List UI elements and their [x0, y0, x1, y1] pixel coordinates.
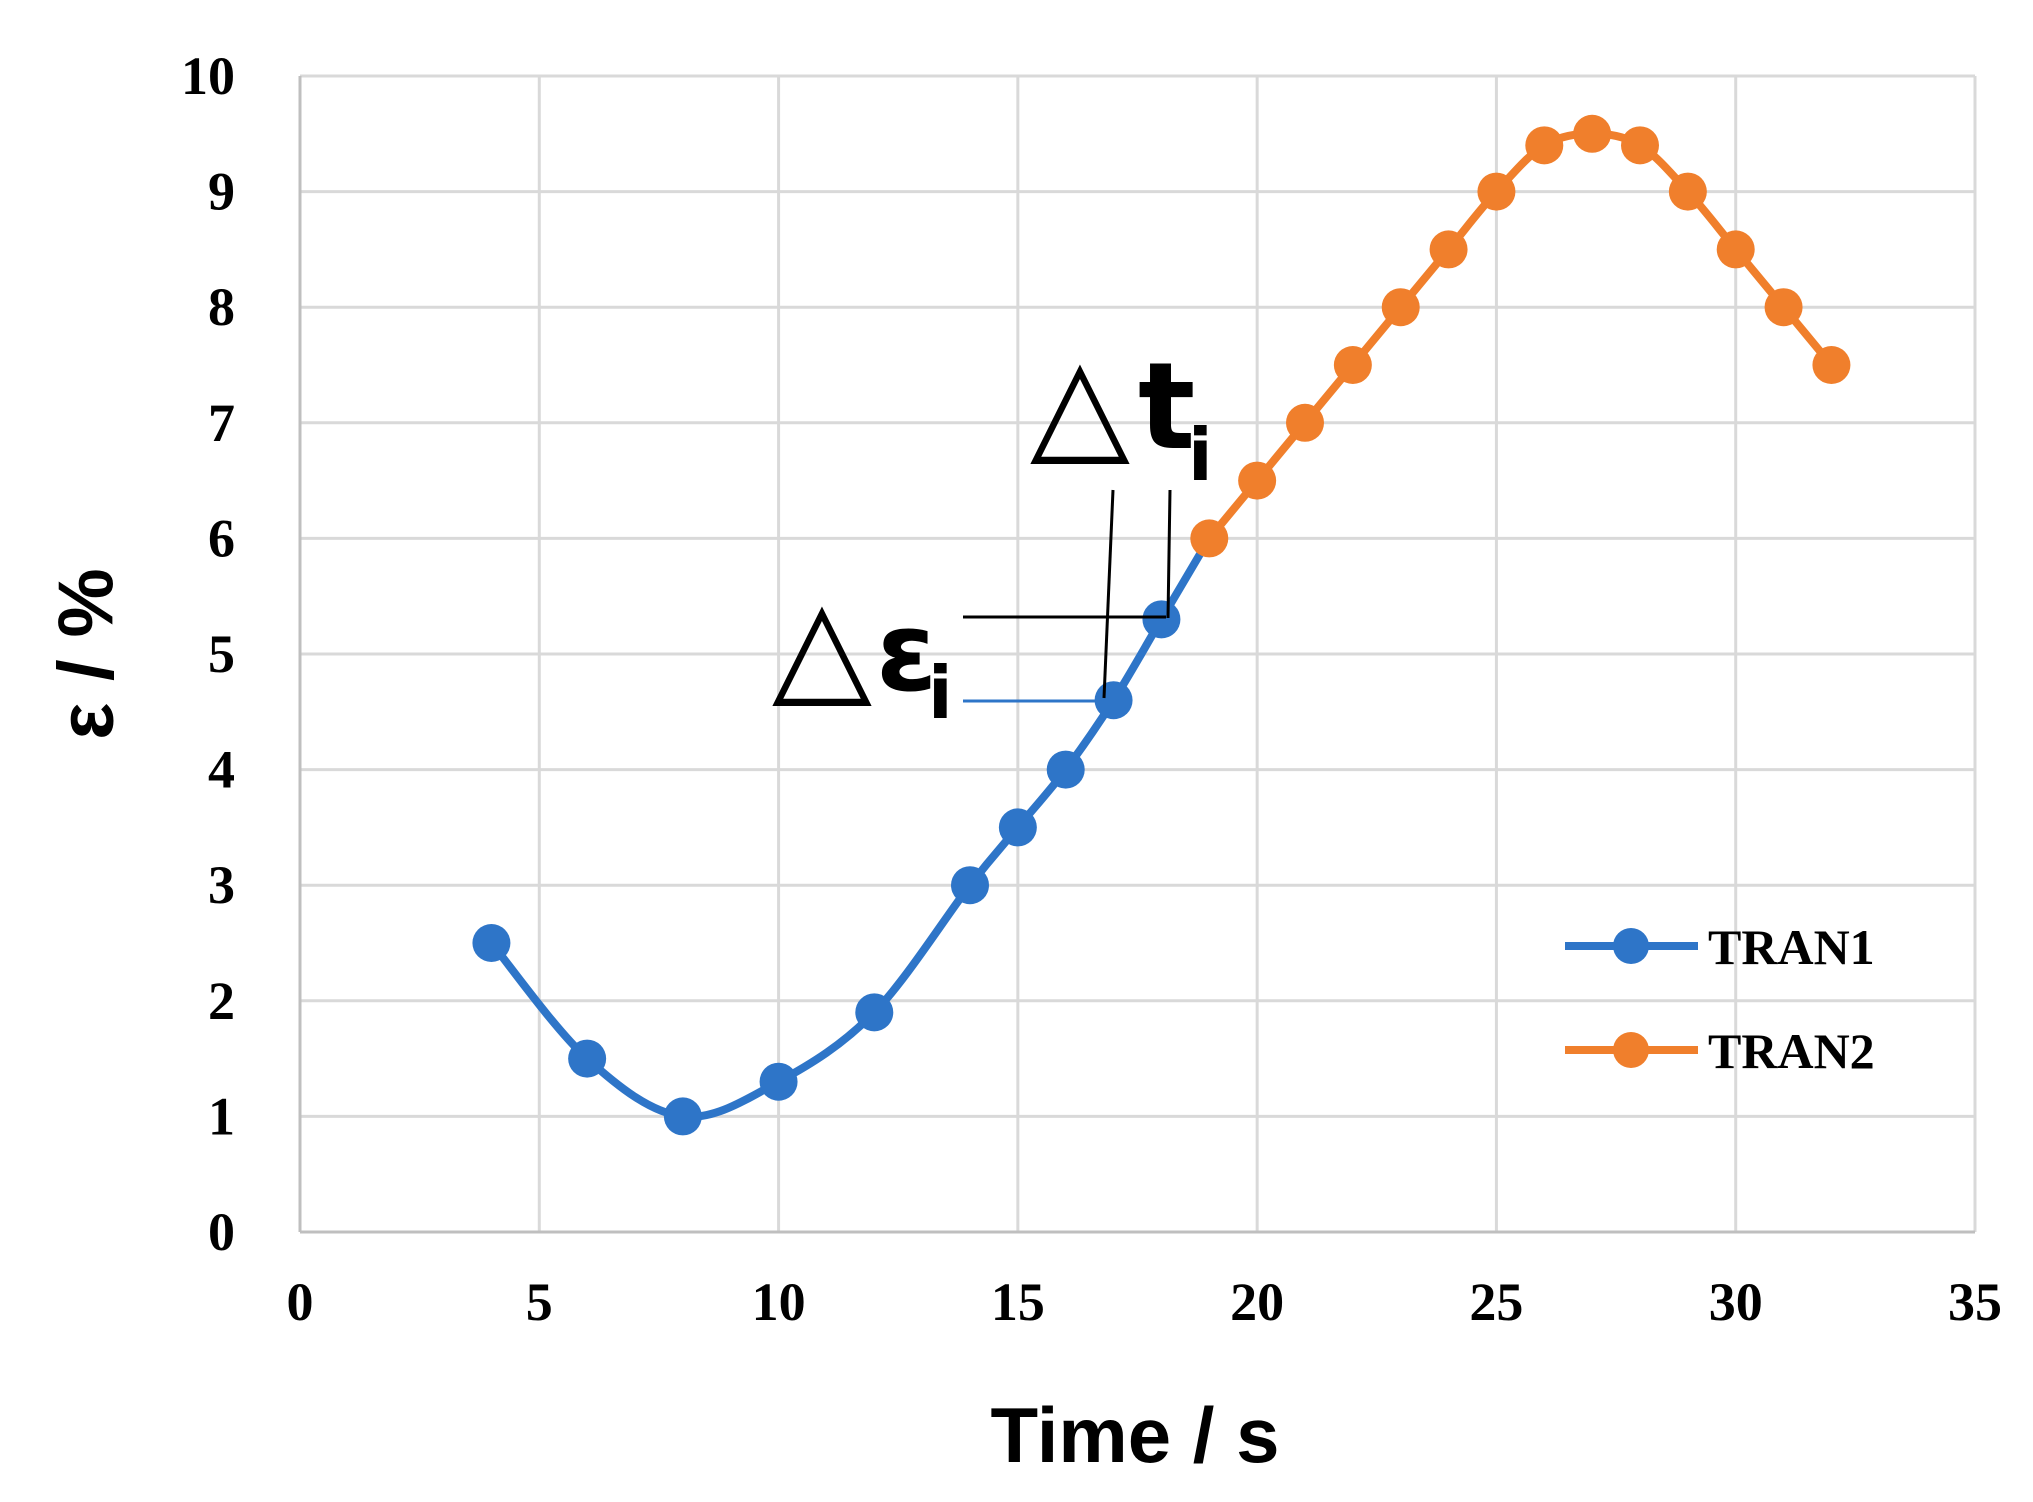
tick-labels: 0 5 10 15 20 25 30 35 0 1 2 3 4 5 6 7 8 9 10: [181, 46, 2002, 1332]
y-tick-label: 1: [208, 1086, 235, 1146]
delta-t-symbol: △: [1030, 327, 1130, 479]
data-point-tran1: [663, 1097, 702, 1136]
series: [472, 114, 1851, 1136]
x-tick-label: 0: [287, 1272, 314, 1332]
data-point-tran1: [1046, 750, 1085, 789]
data-point-tran2: [1621, 126, 1659, 165]
x-tick-label: 25: [1469, 1272, 1523, 1332]
delta-epsilon-subscript: i: [928, 651, 953, 735]
data-point-tran1: [759, 1062, 798, 1101]
legend-item-tran1: TRAN1: [1565, 919, 1875, 975]
data-point-tran2: [1190, 519, 1229, 558]
data-point-tran1: [1142, 600, 1181, 639]
data-point-tran2: [1525, 126, 1564, 165]
delta-epsilon-base: ε: [876, 588, 937, 716]
x-tick-label: 30: [1709, 1272, 1763, 1332]
data-point-tran2: [1429, 230, 1468, 269]
legend-tran1-marker: [1613, 928, 1649, 964]
x-tick-label: 35: [1948, 1272, 2002, 1332]
x-tick-label: 15: [991, 1272, 1045, 1332]
y-tick-label: 4: [208, 740, 235, 800]
data-point-tran2: [1333, 346, 1372, 384]
data-point-tran2: [1812, 346, 1851, 384]
x-tick-label: 20: [1230, 1272, 1284, 1332]
y-tick-label: 8: [208, 277, 235, 337]
data-point-tran2: [1381, 288, 1420, 327]
y-tick-label: 6: [208, 508, 235, 568]
legend-item-tran2: TRAN2: [1565, 1023, 1875, 1079]
data-point-tran1: [998, 808, 1037, 847]
data-point-tran2: [1573, 114, 1612, 153]
data-point-tran2: [1286, 403, 1324, 442]
delta-t-annotation: △ t i: [1030, 327, 1213, 699]
legend-tran1-label: TRAN1: [1708, 919, 1875, 975]
grid: [300, 74, 1977, 1232]
y-tick-label: 7: [208, 393, 235, 453]
delta-t-subscript: i: [1188, 413, 1213, 497]
y-tick-label: 0: [208, 1202, 235, 1262]
y-tick-label: 5: [208, 624, 235, 684]
delta-epsilon-symbol: △: [772, 569, 872, 721]
series-line-tran2: [1205, 129, 1836, 543]
x-tick-label: 10: [752, 1272, 806, 1332]
data-point-tran1: [568, 1039, 607, 1078]
data-point-tran1: [951, 866, 989, 905]
y-tick-label: 10: [181, 46, 235, 106]
y-tick-label: 3: [208, 855, 235, 915]
legend-tran2-marker: [1613, 1032, 1649, 1068]
data-point-tran1: [855, 993, 894, 1032]
legend: TRAN1 TRAN2: [1565, 919, 1875, 1079]
data-point-tran2: [1764, 288, 1803, 327]
delta-t-base: t: [1138, 338, 1195, 477]
data-point-tran2: [1238, 461, 1277, 500]
delta-t-leader-left: [1102, 489, 1115, 699]
x-tick-label: 5: [526, 1272, 553, 1332]
delta-t-leader-right: [1166, 489, 1172, 619]
legend-tran2-label: TRAN2: [1708, 1023, 1875, 1079]
data-point-tran2: [1668, 172, 1707, 211]
data-point-tran1: [472, 924, 511, 962]
axes: [298, 76, 1975, 1234]
y-axis-title: ε / %: [42, 568, 130, 739]
data-point-tran2: [1716, 230, 1755, 269]
y-tick-label: 2: [208, 971, 235, 1031]
y-tick-label: 9: [208, 162, 235, 222]
x-axis-title: Time / s: [990, 1391, 1279, 1479]
delta-epsilon-annotation: △ ε i: [772, 569, 1166, 735]
data-point-tran2: [1477, 172, 1516, 211]
